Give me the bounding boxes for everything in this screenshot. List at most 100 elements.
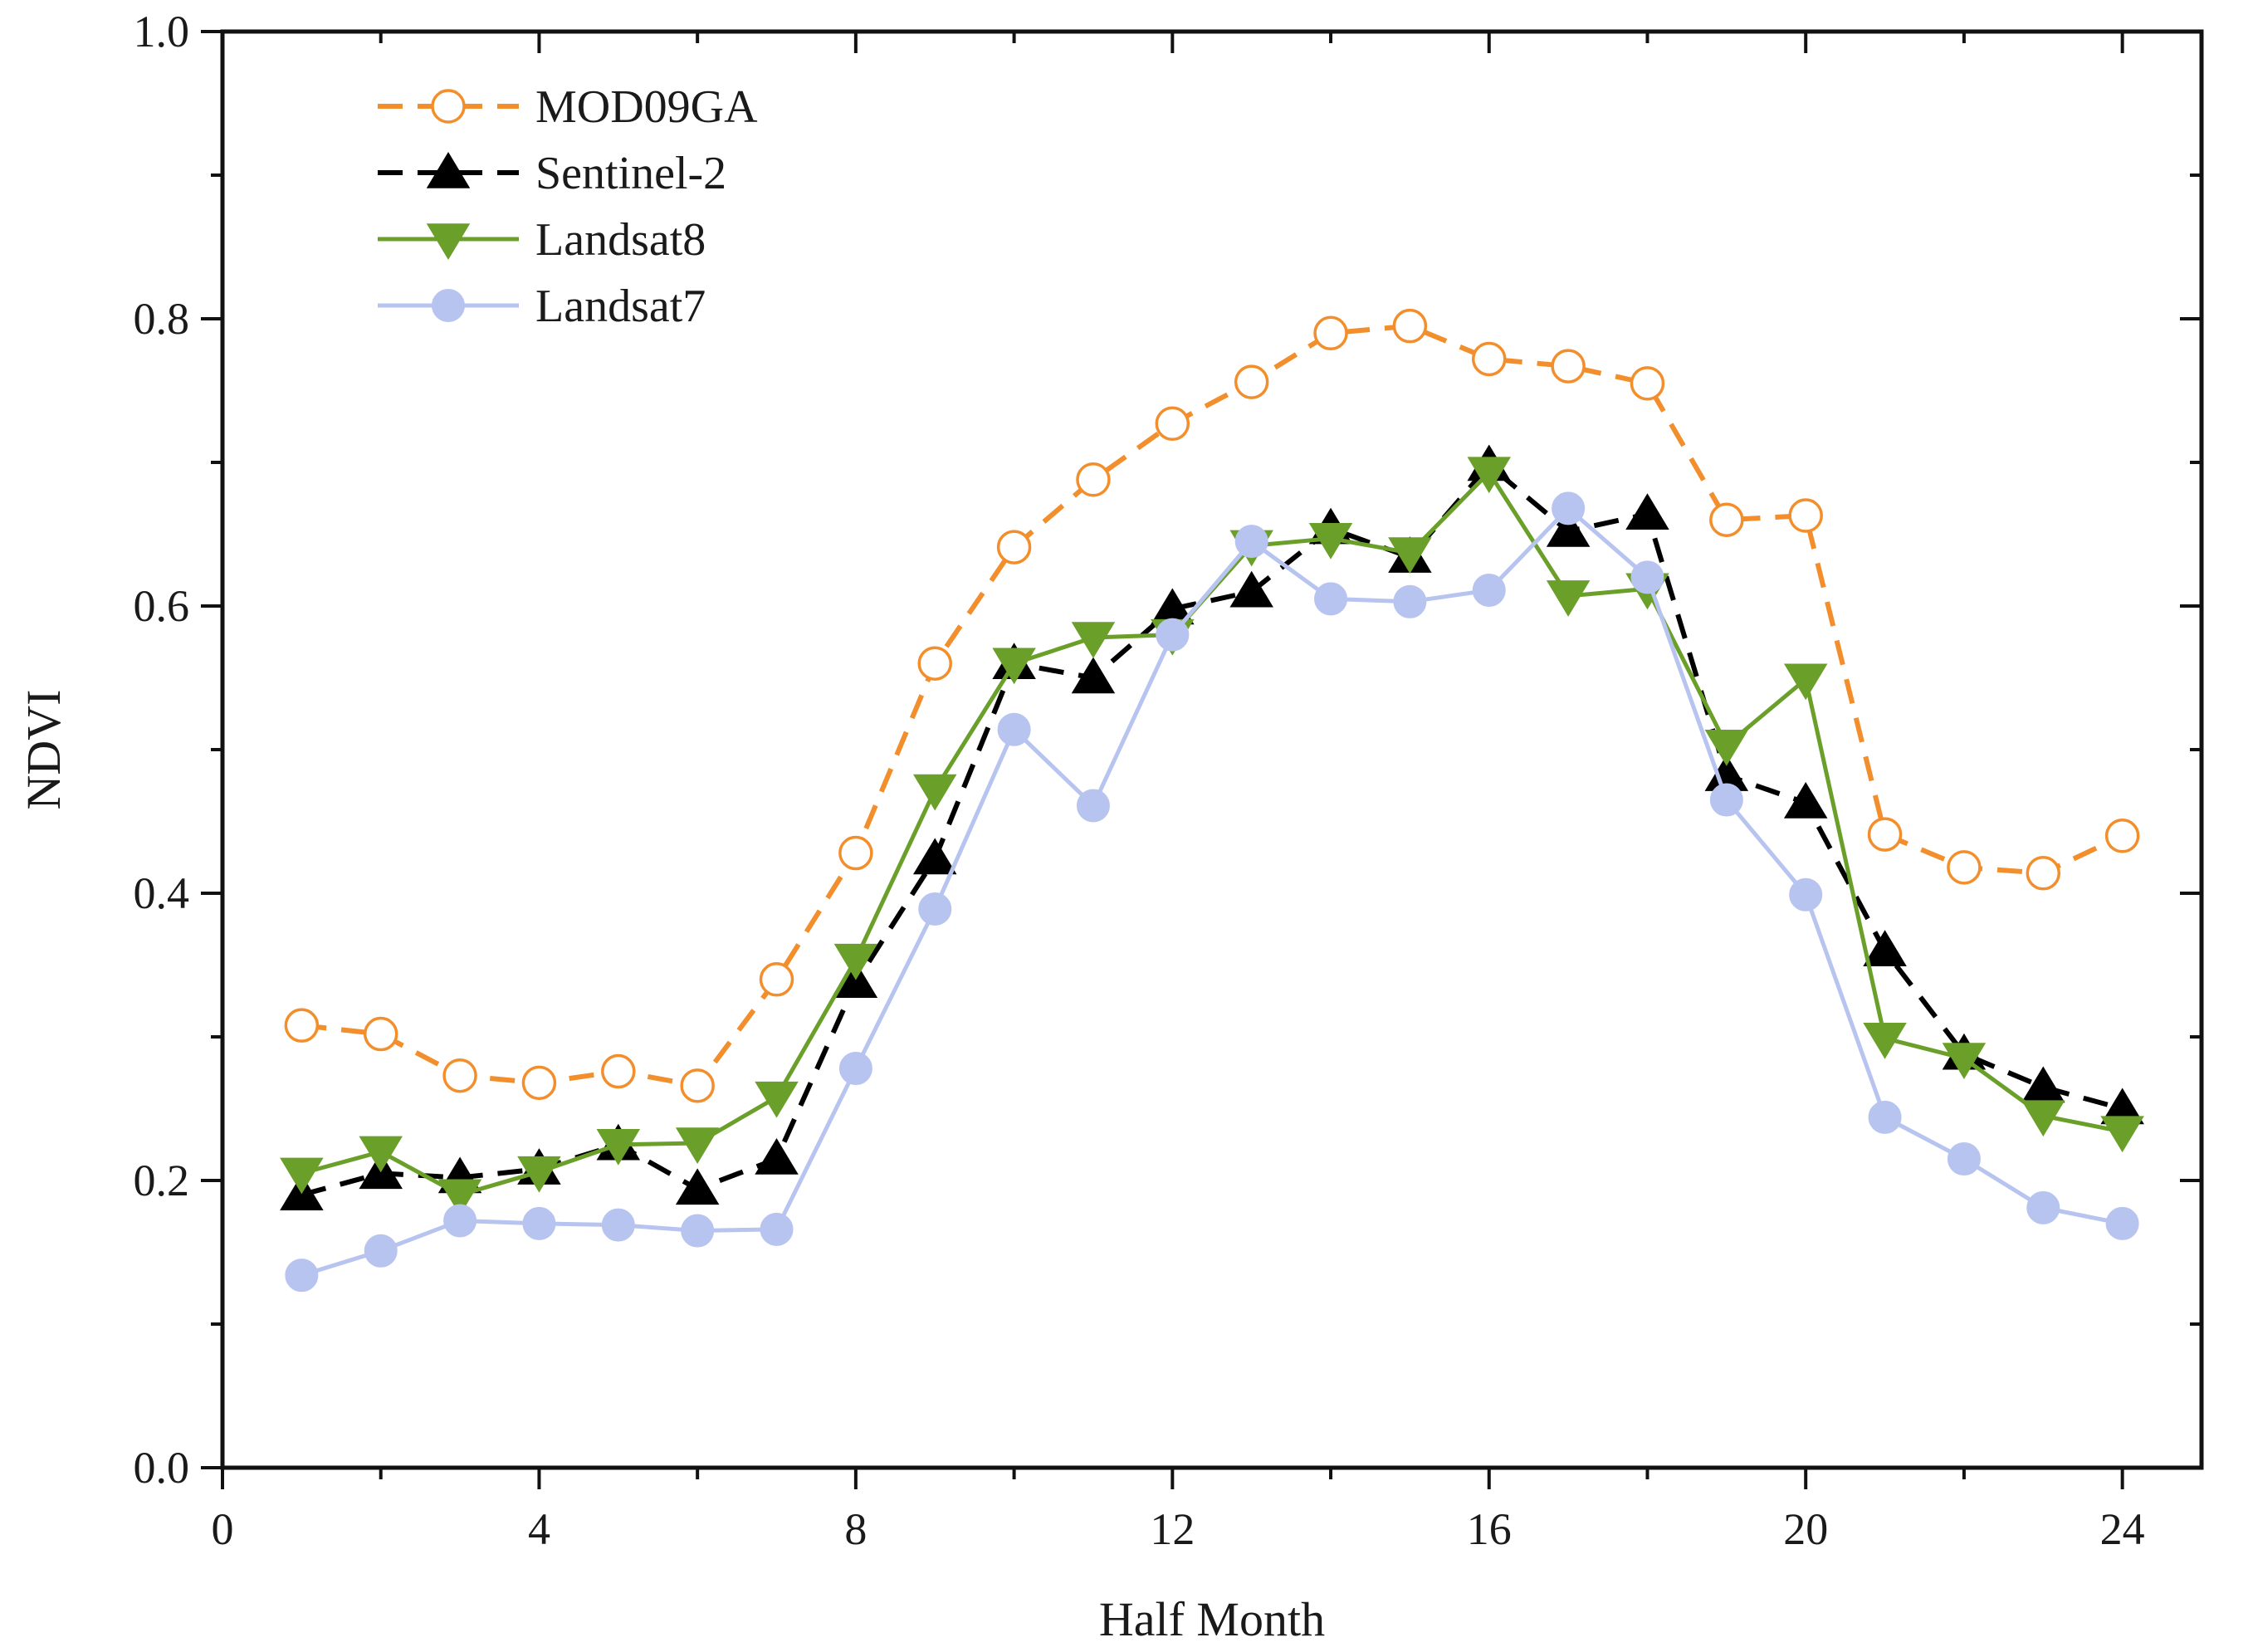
series-landsat8 xyxy=(280,457,2144,1216)
data-point-sentinel-2 xyxy=(1229,570,1273,608)
x-tick-label: 16 xyxy=(1467,1504,1512,1554)
data-point-landsat8 xyxy=(1308,522,1353,560)
series-mod09ga xyxy=(284,308,2140,1103)
data-point-landsat7 xyxy=(1472,573,1506,607)
data-point-sentinel-2 xyxy=(1704,755,1749,791)
data-point-landsat8 xyxy=(755,1081,799,1118)
x-axis-label: Half Month xyxy=(1099,1592,1325,1646)
data-point-landsat8 xyxy=(1863,1022,1907,1059)
y-tick-label: 0.8 xyxy=(134,294,190,344)
legend-label-mod09ga: MOD09GA xyxy=(535,81,758,133)
legend-item-mod09ga: MOD09GA xyxy=(378,81,758,133)
data-point-sentinel-2 xyxy=(755,1138,799,1175)
data-point-landsat8 xyxy=(2021,1100,2065,1137)
data-point-sentinel-2 xyxy=(1625,493,1669,530)
series-line-mod09ga xyxy=(301,323,2123,1088)
data-point-landsat7 xyxy=(1552,491,1586,525)
data-point-sentinel-2 xyxy=(1546,511,1591,547)
data-point-mod09ga xyxy=(442,1058,477,1093)
data-point-mod09ga xyxy=(1155,406,1190,442)
series-landsat7 xyxy=(285,491,2139,1293)
data-point-landsat7 xyxy=(838,1052,872,1086)
x-tick-label: 0 xyxy=(212,1504,234,1554)
data-point-landsat7 xyxy=(2105,1206,2139,1240)
tick-marks xyxy=(201,30,2202,1489)
data-point-landsat7 xyxy=(760,1212,794,1246)
data-point-landsat7 xyxy=(1393,584,1427,618)
data-point-landsat8 xyxy=(912,774,957,811)
plot-frame xyxy=(220,29,2204,1470)
data-point-landsat8 xyxy=(437,1179,482,1216)
data-point-landsat8 xyxy=(675,1127,720,1165)
data-point-mod09ga xyxy=(601,1053,636,1089)
data-point-sentinel-2 xyxy=(2100,1087,2144,1125)
tick-labels: 0 4 8 12 16 20 24 0.0 0.2 0.4 0.6 0.8 1.0 xyxy=(134,7,2145,1554)
data-point-landsat7 xyxy=(522,1206,556,1240)
legend-marker-landsat7 xyxy=(432,289,465,322)
data-point-mod09ga xyxy=(1551,349,1586,384)
data-point-landsat8 xyxy=(1388,537,1432,574)
data-point-mod09ga xyxy=(1472,341,1507,377)
data-point-landsat8 xyxy=(359,1136,403,1173)
y-axis-label: NDVI xyxy=(17,690,71,810)
data-point-landsat7 xyxy=(1947,1142,1981,1176)
data-point-landsat7 xyxy=(997,712,1031,746)
data-point-mod09ga xyxy=(838,835,873,871)
data-point-landsat8 xyxy=(1546,580,1591,617)
data-point-sentinel-2 xyxy=(912,838,957,875)
data-point-landsat8 xyxy=(833,943,878,980)
data-point-mod09ga xyxy=(1867,817,1903,852)
legend-label-sentinel-2: Sentinel-2 xyxy=(535,148,726,199)
data-point-mod09ga xyxy=(1076,462,1111,497)
data-point-landsat7 xyxy=(2026,1190,2060,1224)
data-point-mod09ga xyxy=(521,1065,557,1101)
data-point-landsat8 xyxy=(992,648,1036,685)
data-point-mod09ga xyxy=(1947,850,1982,885)
data-point-mod09ga xyxy=(1788,498,1823,533)
data-point-mod09ga xyxy=(1313,315,1348,351)
data-point-landsat7 xyxy=(918,892,952,926)
y-tick-label: 0.0 xyxy=(134,1443,190,1493)
data-point-landsat7 xyxy=(443,1204,477,1238)
y-tick-label: 1.0 xyxy=(134,7,190,56)
y-tick-label: 0.6 xyxy=(134,581,190,631)
data-point-mod09ga xyxy=(284,1008,320,1043)
data-point-landsat8 xyxy=(1783,663,1828,701)
data-point-landsat7 xyxy=(1789,877,1823,912)
series-sentinel-2 xyxy=(280,444,2144,1211)
data-point-landsat7 xyxy=(1709,783,1743,817)
data-point-landsat8 xyxy=(280,1157,324,1195)
x-tick-label: 12 xyxy=(1150,1504,1195,1554)
data-point-mod09ga xyxy=(363,1016,398,1052)
data-point-landsat7 xyxy=(1076,789,1110,823)
legend-label-landsat8: Landsat8 xyxy=(535,214,706,266)
data-point-mod09ga xyxy=(680,1068,715,1103)
x-tick-label: 20 xyxy=(1783,1504,1828,1554)
legend-item-landsat8: Landsat8 xyxy=(378,214,706,266)
data-point-mod09ga xyxy=(917,646,952,681)
data-point-landsat7 xyxy=(1314,582,1348,616)
data-point-mod09ga xyxy=(1630,366,1665,401)
series-line-landsat8 xyxy=(301,470,2123,1197)
legend-marker-mod09ga xyxy=(431,89,466,124)
data-point-sentinel-2 xyxy=(1071,657,1116,694)
legend-item-landsat7: Landsat7 xyxy=(378,281,706,332)
data-point-mod09ga xyxy=(2026,856,2061,891)
y-tick-label: 0.4 xyxy=(134,868,190,918)
data-point-landsat7 xyxy=(681,1214,715,1248)
data-point-landsat8 xyxy=(1071,622,1116,659)
data-point-sentinel-2 xyxy=(1783,782,1828,819)
data-point-landsat8 xyxy=(1942,1043,1987,1079)
data-point-landsat8 xyxy=(1467,457,1512,494)
x-tick-label: 4 xyxy=(528,1504,550,1554)
data-point-mod09ga xyxy=(996,530,1032,565)
data-point-landsat7 xyxy=(1868,1100,1902,1134)
series-line-sentinel-2 xyxy=(301,462,2123,1198)
data-point-landsat8 xyxy=(596,1129,641,1166)
data-point-landsat7 xyxy=(1156,618,1190,652)
y-tick-label: 0.2 xyxy=(134,1156,190,1205)
x-tick-label: 24 xyxy=(2100,1504,2145,1554)
data-point-sentinel-2 xyxy=(675,1168,720,1205)
data-point-mod09ga xyxy=(759,962,794,997)
